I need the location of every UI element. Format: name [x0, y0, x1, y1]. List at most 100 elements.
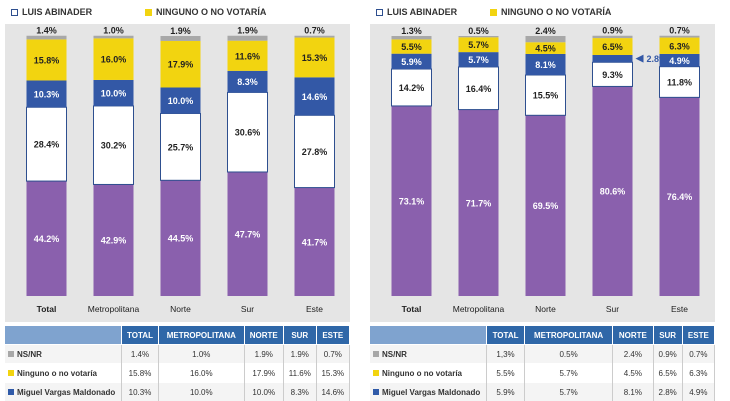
x-tick-label: Metropolitana: [453, 304, 505, 314]
cropped-legend-row: [388, 0, 695, 1]
legend-swatch-luis: [11, 9, 18, 16]
data-label: 30.6%: [235, 128, 261, 138]
x-tick-label: Este: [306, 304, 323, 314]
bar-segment-nsnr: [459, 36, 499, 37]
legend-swatch-ninguno: [490, 9, 497, 16]
col-header-sur: SUR: [653, 326, 682, 345]
data-label: 1.3%: [401, 26, 422, 36]
data-label: 25.7%: [168, 142, 194, 152]
bar-segment-miguel: [593, 55, 633, 62]
x-tick-label: Este: [671, 304, 688, 314]
table-cell: 8.3%: [283, 383, 316, 401]
col-header-total: TOTAL: [122, 326, 159, 345]
table-cell: 1,3%: [487, 345, 525, 364]
row-label: Miguel Vargas Maldonado: [5, 383, 122, 401]
x-tick-label: Metropolitana: [88, 304, 140, 314]
pointer-arrow: [636, 55, 644, 63]
data-label: 1.9%: [170, 26, 191, 36]
row-label: NS/NR: [370, 345, 487, 364]
x-tick-label: Norte: [535, 304, 556, 314]
table-cell: 5.9%: [487, 383, 525, 401]
data-label: 9.3%: [602, 70, 623, 80]
data-label: 1.9%: [237, 26, 258, 36]
table-cell: 1.9%: [244, 345, 283, 364]
row-swatch: [8, 351, 14, 357]
cropped-legend-row: [23, 0, 330, 1]
data-label: 2.4%: [535, 26, 556, 36]
data-label: 17.9%: [168, 60, 194, 70]
row-swatch: [373, 389, 379, 395]
legend-swatch-ninguno: [145, 9, 152, 16]
row-label-text: Ninguno o no votaría: [17, 369, 97, 378]
legend-item-ninguno: NINGUNO O NO VOTARÍA: [145, 7, 266, 17]
data-label: 0.7%: [304, 26, 325, 36]
col-header-norte: NORTE: [244, 326, 283, 345]
table-cell: 6.3%: [682, 364, 714, 383]
row-swatch: [373, 351, 379, 357]
bar-segment-nsnr: [392, 36, 432, 39]
data-label: 6.3%: [669, 41, 690, 51]
data-label: 80.6%: [600, 187, 626, 197]
legend-label-luis: LUIS ABINADER: [22, 7, 92, 17]
row-label-text: NS/NR: [382, 350, 407, 359]
table-cell: 17.9%: [244, 364, 283, 383]
data-label: 15.8%: [34, 55, 60, 65]
row-label: Miguel Vargas Maldonado: [370, 383, 487, 401]
data-label: 14.6%: [302, 92, 328, 102]
col-header-norte: NORTE: [613, 326, 653, 345]
data-label: 0.7%: [669, 26, 690, 36]
data-label: 5.5%: [401, 42, 422, 52]
table-cell: 8.1%: [613, 383, 653, 401]
bar-segment-nsnr: [295, 36, 335, 38]
table-cell: 10.0%: [158, 383, 244, 401]
data-label: 4.9%: [669, 56, 690, 66]
x-tick-label: Norte: [170, 304, 191, 314]
legend-item-luis: LUIS ABINADER: [11, 7, 92, 17]
chart-svg: 73.1%14.2%5.9%5.5%1.3%Total71.7%16.4%5.7…: [370, 24, 715, 322]
data-table-right: TOTAL METROPOLITANA NORTE SUR ESTE NS/NR…: [370, 326, 715, 401]
row-label: Ninguno o no votaría: [370, 364, 487, 383]
table-cell: 1.4%: [122, 345, 159, 364]
legend: LUIS ABINADER NINGUNO O NO VOTARÍA: [370, 0, 715, 24]
table-cell: 14.6%: [316, 383, 349, 401]
data-label: 15.5%: [533, 91, 559, 101]
data-label: 8.3%: [237, 77, 258, 87]
table-corner: [370, 326, 487, 345]
col-header-total: TOTAL: [487, 326, 525, 345]
data-label: 73.1%: [399, 196, 425, 206]
data-label: 0.9%: [602, 26, 623, 36]
data-label: 69.5%: [533, 201, 559, 211]
table-cell: 15.8%: [122, 364, 159, 383]
data-table-left: TOTAL METROPOLITANA NORTE SUR ESTE NS/NR…: [5, 326, 350, 401]
legend-item-ninguno: NINGUNO O NO VOTARÍA: [490, 7, 611, 17]
x-tick-label: Total: [402, 304, 422, 314]
row-label: NS/NR: [5, 345, 122, 364]
legend-label-luis: LUIS ABINADER: [387, 7, 457, 17]
data-label: 1.4%: [36, 26, 57, 36]
data-label: 5.9%: [401, 57, 422, 67]
legend: LUIS ABINADER NINGUNO O NO VOTARÍA: [5, 0, 350, 24]
x-tick-label: Sur: [241, 304, 254, 314]
row-swatch: [8, 389, 14, 395]
col-header-este: ESTE: [682, 326, 714, 345]
data-label: 15.3%: [302, 53, 328, 63]
bar-segment-nsnr: [161, 36, 201, 41]
table-cell: 0.9%: [653, 345, 682, 364]
table-cell: 5.5%: [487, 364, 525, 383]
col-header-metropolitana: METROPOLITANA: [158, 326, 244, 345]
table-cell: 4.9%: [682, 383, 714, 401]
data-label: 10.0%: [101, 88, 127, 98]
col-header-este: ESTE: [316, 326, 349, 345]
bar-segment-nsnr: [593, 36, 633, 38]
data-label: 27.8%: [302, 147, 328, 157]
row-label-text: NS/NR: [17, 350, 42, 359]
data-label: 44.2%: [34, 234, 60, 244]
table-cell: 0.7%: [682, 345, 714, 364]
data-label: 11.8%: [667, 78, 692, 88]
data-label: 44.5%: [168, 234, 194, 244]
